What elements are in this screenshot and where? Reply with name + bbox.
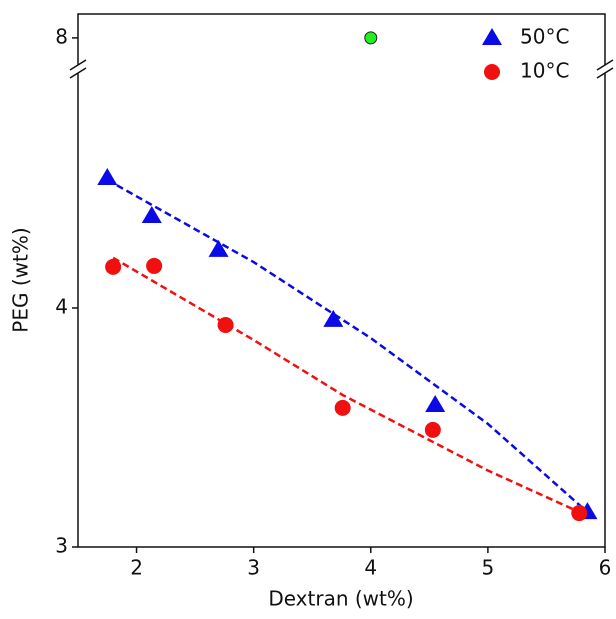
data-point: [146, 257, 163, 274]
x-tick-label: 5: [482, 556, 495, 580]
data-point: [141, 205, 162, 223]
data-point: [424, 421, 441, 438]
data-point: [105, 258, 122, 275]
y-tick-label: 4: [55, 294, 68, 318]
legend-marker: [482, 28, 502, 45]
x-axis-label: Dextran (wt%): [268, 587, 413, 611]
x-tick-label: 3: [247, 556, 260, 580]
fit-line: [106, 178, 589, 514]
legend-label: 10°C: [520, 59, 569, 83]
axis-break-mark: [596, 59, 614, 71]
y-tick-label: 3: [55, 534, 68, 558]
axis-break-gap: [601, 64, 609, 73]
legend-marker: [484, 64, 500, 80]
data-point: [217, 316, 234, 333]
data-point: [323, 309, 344, 327]
x-tick-label: 4: [364, 556, 377, 580]
data-point: [334, 399, 351, 416]
data-point: [97, 167, 118, 185]
data-point: [425, 395, 446, 413]
x-tick-label: 6: [599, 556, 612, 580]
fit-line: [112, 256, 583, 515]
y-axis-label: PEG (wt%): [9, 227, 33, 332]
data-point: [571, 505, 588, 522]
x-tick-label: 2: [130, 556, 143, 580]
axis-break-gap: [74, 64, 82, 73]
data-point: [208, 239, 229, 257]
axis-break-mark: [596, 67, 614, 79]
extra-point: [364, 31, 378, 45]
plot-frame: [77, 13, 606, 548]
y-tick-label: 8: [55, 24, 68, 48]
axis-break-mark: [69, 67, 87, 79]
axis-break-mark: [69, 59, 87, 71]
legend-label: 50°C: [520, 25, 569, 49]
